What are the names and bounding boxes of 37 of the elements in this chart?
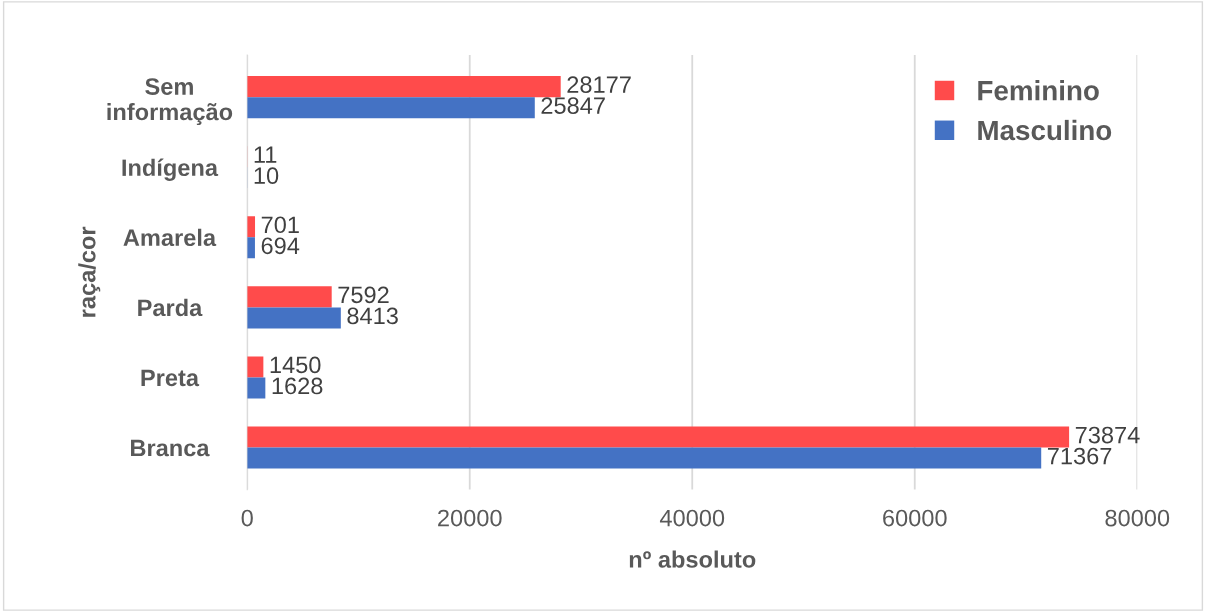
bar bbox=[247, 76, 561, 98]
data-label: 7592 bbox=[338, 286, 389, 304]
bar bbox=[247, 237, 255, 259]
data-label: 694 bbox=[261, 237, 300, 255]
data-label: 8413 bbox=[347, 307, 398, 325]
y-tick-label: Branca bbox=[131, 439, 210, 457]
bar bbox=[247, 356, 264, 378]
data-label: 1450 bbox=[270, 356, 321, 374]
data-label: 73874 bbox=[1075, 426, 1140, 444]
y-tick-label: Sem informação bbox=[107, 78, 233, 126]
y-tick-label: Amarela bbox=[123, 228, 217, 247]
data-label: 28177 bbox=[567, 76, 631, 93]
x-tick-label: 80000 bbox=[1105, 509, 1170, 527]
bar bbox=[247, 307, 341, 329]
x-tick-label: 20000 bbox=[438, 509, 502, 527]
bar bbox=[247, 377, 266, 399]
legend-label: Feminino bbox=[978, 80, 1099, 101]
x-tick-label: 60000 bbox=[883, 509, 947, 527]
x-axis-title: nº absoluto bbox=[629, 550, 756, 568]
bar bbox=[247, 447, 1042, 469]
legend-label: Masculino bbox=[978, 119, 1112, 141]
data-label: 1628 bbox=[272, 377, 323, 395]
y-axis-title: raça/cor bbox=[78, 226, 101, 317]
bar bbox=[247, 216, 256, 238]
data-label: 71367 bbox=[1047, 447, 1112, 465]
bar bbox=[247, 286, 332, 308]
data-label: 10 bbox=[254, 167, 279, 185]
x-tick-label: 0 bbox=[241, 509, 253, 527]
y-tick-label: Indígena bbox=[122, 158, 219, 181]
data-label: 11 bbox=[254, 146, 277, 163]
y-tick-label: Parda bbox=[138, 298, 203, 317]
data-label: 701 bbox=[261, 216, 299, 234]
bar bbox=[247, 426, 1070, 448]
bar bbox=[247, 97, 535, 119]
data-label: 25847 bbox=[541, 97, 605, 114]
x-tick-label: 40000 bbox=[659, 509, 725, 527]
y-tick-label: Preta bbox=[141, 369, 200, 387]
